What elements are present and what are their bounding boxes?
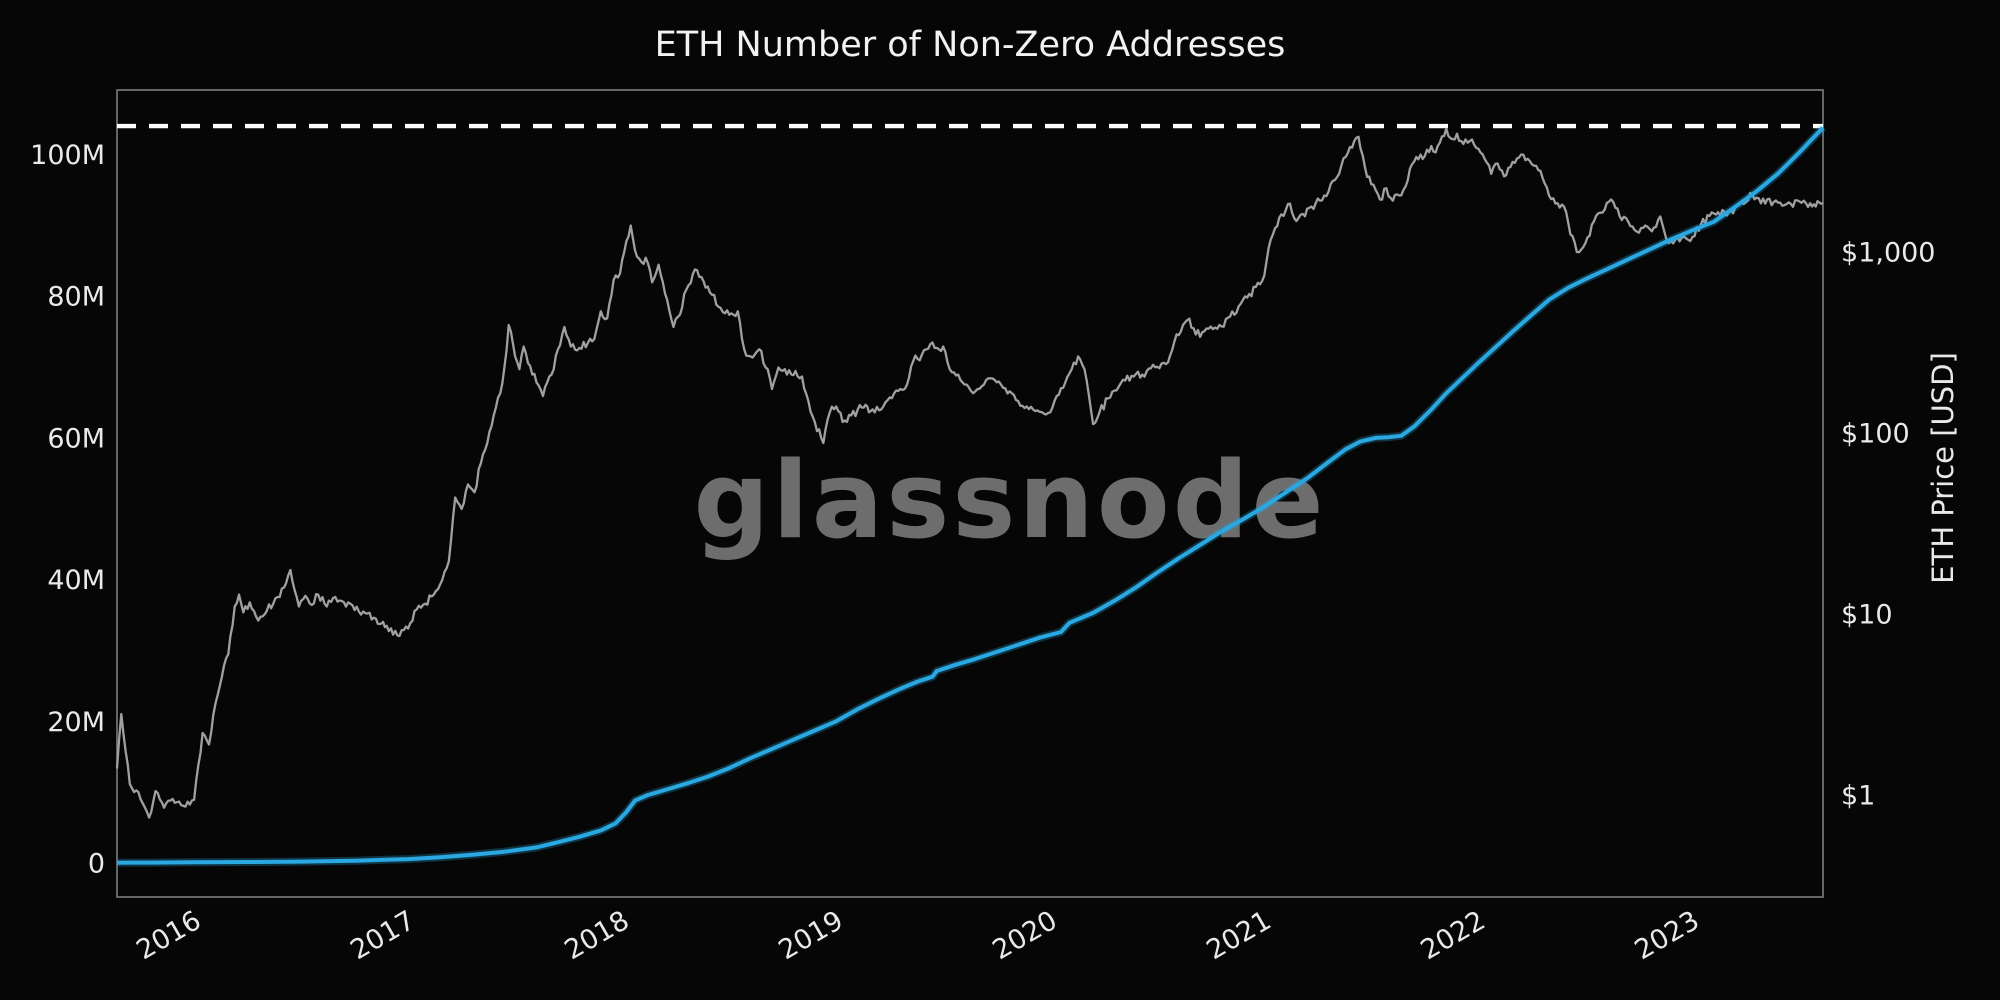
y-right-tick-label: $100	[1841, 419, 1910, 450]
glassnode-watermark-logo: glassnode	[694, 439, 1327, 562]
x-axis-tick-label: 2022	[1416, 905, 1491, 966]
y-right-tick-label: $1,000	[1841, 238, 1935, 269]
y-right-tick-label: $10	[1841, 600, 1893, 631]
y-right-tick-label: $1	[1841, 780, 1875, 811]
y-left-tick-label: 60M	[47, 423, 105, 454]
y-left-tick-label: 20M	[47, 707, 105, 738]
x-axis-tick-label: 2023	[1630, 905, 1705, 966]
addresses-line	[116, 126, 1825, 865]
x-axis-tick-label: 2019	[773, 905, 848, 966]
right-axis-title: ETH Price [USD]	[1926, 352, 1960, 584]
eth-price-line	[115, 127, 1824, 819]
y-left-tick-label: 100M	[30, 140, 105, 171]
x-axis-tick-label: 2021	[1202, 905, 1277, 966]
chart-title: ETH Number of Non-Zero Addresses	[655, 25, 1286, 65]
y-left-tick-label: 0	[88, 849, 105, 880]
x-axis-tick-label: 2020	[988, 905, 1063, 966]
y-right-tick-labels: $1 $10 $100 $1,000	[1841, 238, 1935, 812]
y-left-tick-label: 80M	[47, 282, 105, 313]
y-left-tick-label: 40M	[47, 565, 105, 596]
x-axis-tick-label: 2018	[559, 905, 634, 966]
x-axis-tick-label: 2016	[131, 905, 206, 966]
y-left-tick-labels: 0 20M 40M 60M 80M 100M	[30, 140, 105, 880]
x-axis-tick-labels: 2016 2017 2018 2019 2020 2021 2022 2023	[131, 905, 1704, 966]
plot-border	[116, 89, 1824, 898]
x-axis-tick-label: 2017	[345, 905, 420, 966]
